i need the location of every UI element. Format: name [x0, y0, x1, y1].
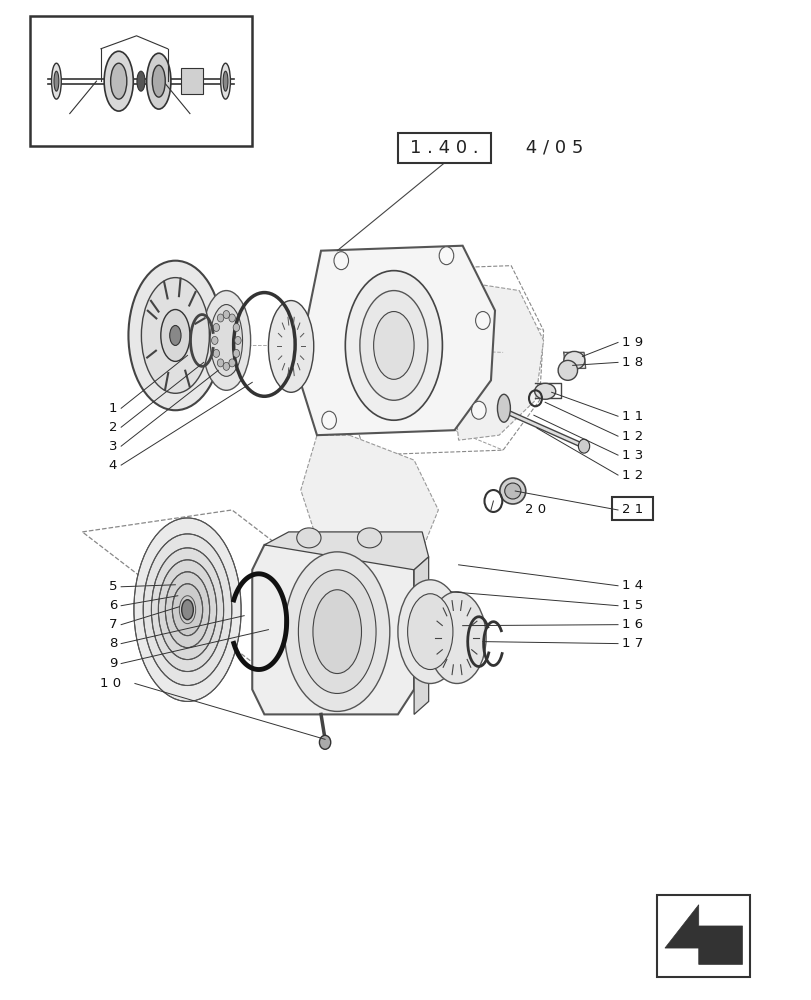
Ellipse shape	[134, 518, 241, 701]
Ellipse shape	[147, 53, 170, 109]
Text: 8: 8	[109, 637, 117, 650]
Ellipse shape	[504, 483, 521, 499]
Ellipse shape	[268, 301, 313, 392]
Circle shape	[577, 439, 589, 453]
Ellipse shape	[359, 291, 427, 400]
Circle shape	[217, 314, 224, 322]
Text: 1 6: 1 6	[621, 618, 642, 631]
Ellipse shape	[202, 291, 251, 390]
Ellipse shape	[143, 534, 231, 685]
Polygon shape	[252, 545, 414, 714]
Text: 1 3: 1 3	[621, 449, 642, 462]
Ellipse shape	[165, 572, 209, 648]
Ellipse shape	[158, 560, 217, 660]
Circle shape	[321, 411, 336, 429]
Text: 4: 4	[109, 459, 117, 472]
Ellipse shape	[357, 528, 381, 548]
Circle shape	[229, 359, 235, 367]
Circle shape	[234, 336, 241, 344]
Text: 4 / 0 5: 4 / 0 5	[519, 139, 582, 157]
Ellipse shape	[497, 394, 510, 422]
Circle shape	[297, 346, 311, 364]
Ellipse shape	[182, 600, 193, 620]
Ellipse shape	[54, 71, 58, 91]
Text: 1 1: 1 1	[621, 410, 642, 423]
Bar	[30, 16, 252, 146]
Circle shape	[475, 312, 490, 329]
Ellipse shape	[407, 594, 453, 670]
Bar	[611, 497, 652, 520]
Ellipse shape	[285, 552, 389, 711]
Circle shape	[471, 401, 486, 419]
Ellipse shape	[427, 592, 486, 683]
Text: 1 4: 1 4	[621, 579, 642, 592]
Text: 1 5: 1 5	[621, 599, 642, 612]
Polygon shape	[454, 281, 543, 440]
Polygon shape	[664, 905, 741, 964]
Ellipse shape	[128, 261, 222, 410]
Polygon shape	[300, 435, 438, 560]
Text: 2: 2	[109, 421, 117, 434]
Ellipse shape	[296, 528, 320, 548]
Circle shape	[212, 336, 217, 344]
Circle shape	[319, 735, 330, 749]
Ellipse shape	[312, 590, 361, 674]
Circle shape	[212, 323, 219, 331]
Circle shape	[233, 323, 239, 331]
Bar	[397, 133, 491, 163]
Circle shape	[229, 314, 235, 322]
Ellipse shape	[534, 383, 555, 399]
Text: 5: 5	[109, 580, 117, 593]
Ellipse shape	[104, 51, 133, 111]
Circle shape	[212, 349, 219, 357]
Text: 1 2: 1 2	[621, 469, 642, 482]
Ellipse shape	[210, 305, 242, 376]
Ellipse shape	[51, 63, 61, 99]
Circle shape	[439, 247, 453, 265]
Text: 6: 6	[109, 599, 117, 612]
Text: 1 8: 1 8	[621, 356, 642, 369]
Circle shape	[217, 359, 224, 367]
Text: 9: 9	[109, 657, 117, 670]
Text: 1 0: 1 0	[100, 677, 121, 690]
Text: 3: 3	[109, 440, 117, 453]
Text: 7: 7	[109, 618, 117, 631]
Ellipse shape	[172, 584, 203, 636]
Circle shape	[333, 252, 348, 270]
Bar	[656, 895, 749, 977]
Ellipse shape	[223, 71, 228, 91]
Text: 1 7: 1 7	[621, 637, 642, 650]
Bar	[181, 68, 203, 94]
Ellipse shape	[152, 65, 165, 97]
Ellipse shape	[110, 63, 127, 99]
Ellipse shape	[298, 570, 375, 693]
Ellipse shape	[373, 312, 414, 379]
Text: 1 2: 1 2	[621, 430, 642, 443]
Ellipse shape	[500, 478, 525, 504]
Text: 2 0: 2 0	[524, 503, 546, 516]
Ellipse shape	[151, 548, 223, 672]
Ellipse shape	[397, 580, 462, 683]
Circle shape	[233, 349, 239, 357]
Text: 1 . 4 0 .: 1 . 4 0 .	[410, 139, 478, 157]
Polygon shape	[414, 557, 428, 714]
Text: 2 1: 2 1	[621, 503, 642, 516]
Ellipse shape	[137, 71, 145, 91]
Text: 1: 1	[109, 402, 117, 415]
Text: 1 9: 1 9	[621, 336, 642, 349]
Ellipse shape	[345, 271, 442, 420]
Ellipse shape	[557, 360, 577, 380]
Polygon shape	[264, 532, 428, 570]
Ellipse shape	[169, 325, 181, 345]
Circle shape	[223, 311, 230, 319]
Circle shape	[223, 362, 230, 370]
Polygon shape	[296, 246, 495, 435]
Ellipse shape	[221, 63, 230, 99]
Ellipse shape	[161, 310, 190, 361]
Ellipse shape	[141, 278, 209, 393]
Ellipse shape	[563, 351, 584, 369]
